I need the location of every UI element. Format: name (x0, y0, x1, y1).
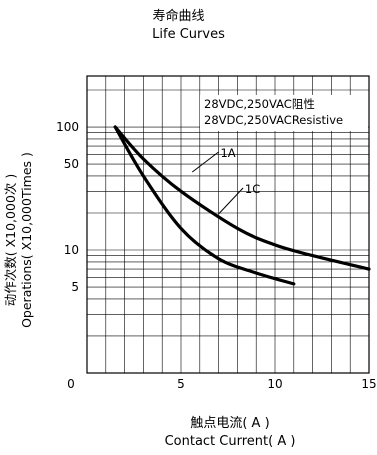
legend-text: 28VDC,250VACResistive (204, 113, 343, 127)
y-tick-label: 10 (64, 243, 79, 257)
ylabel-en: Operations( X10,000Times ) (19, 152, 34, 328)
y-tick-label: 50 (64, 157, 79, 171)
y-tick-label: 5 (71, 280, 79, 294)
x-tick-label: 15 (361, 377, 376, 391)
legend-box (200, 95, 368, 131)
chart-title: 寿命曲线 Life Curves (0, 8, 377, 44)
annotations: 1A 1C 28VDC,250VAC阻性 28VDC,250VACResistive (191, 95, 368, 215)
title-cn: 寿命曲线 (152, 9, 205, 24)
ylabel-cn: 动作次数( X10,000次 ) (3, 173, 18, 307)
plot-frame (86, 75, 370, 374)
series-label-1a: 1A (220, 146, 235, 160)
series-label-1c: 1C (245, 182, 260, 196)
legend-text: 28VDC,250VAC阻性 (204, 97, 315, 111)
series-curve-1c (113, 125, 296, 286)
y-tick-label: 100 (56, 120, 79, 134)
xlabel-en: Contact Current( A ) (164, 434, 296, 449)
title-en: Life Curves (152, 27, 225, 42)
x-axis-label: 触点电流( A ) Contact Current( A ) (150, 415, 310, 451)
xlabel-cn: 触点电流( A ) (190, 416, 270, 431)
curves (113, 125, 371, 286)
x-tick-label: 0 (67, 377, 75, 391)
y-axis-label: 动作次数( X10,000次 ) Operations( X10,000Time… (3, 120, 34, 360)
x-tick-label: 10 (267, 377, 282, 391)
leader-line (191, 151, 219, 173)
leader-line (218, 187, 244, 215)
series-curve-1a (113, 125, 371, 271)
x-tick-label: 5 (177, 377, 185, 391)
